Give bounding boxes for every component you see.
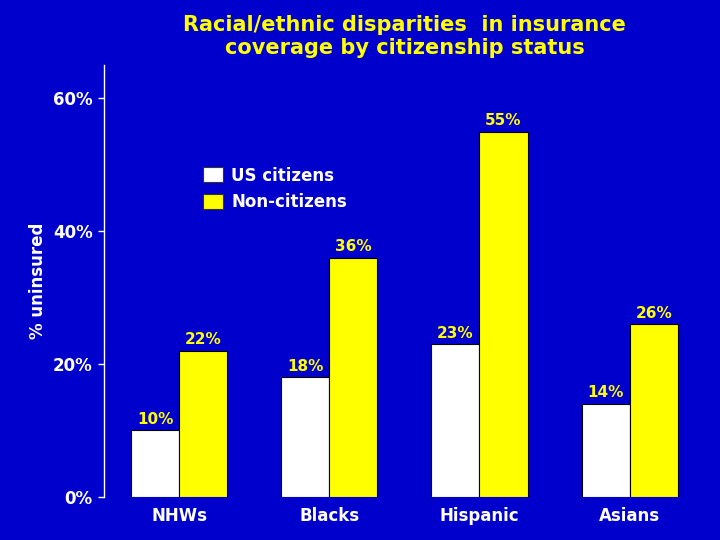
Bar bbox=[582, 404, 629, 497]
Text: 26%: 26% bbox=[635, 306, 672, 321]
Text: 18%: 18% bbox=[287, 359, 323, 374]
Text: 23%: 23% bbox=[437, 326, 474, 341]
Bar bbox=[629, 324, 678, 497]
Bar bbox=[431, 344, 480, 497]
Bar bbox=[282, 377, 329, 497]
Bar bbox=[329, 258, 377, 497]
Bar bbox=[480, 132, 528, 497]
Y-axis label: % uninsured: % uninsured bbox=[30, 223, 48, 339]
Text: 10%: 10% bbox=[137, 412, 174, 427]
Text: 22%: 22% bbox=[185, 332, 222, 347]
Bar bbox=[131, 430, 179, 497]
Bar bbox=[179, 350, 228, 497]
Title: Racial/ethnic disparities  in insurance
coverage by citizenship status: Racial/ethnic disparities in insurance c… bbox=[183, 15, 626, 58]
Legend: US citizens, Non-citizens: US citizens, Non-citizens bbox=[197, 160, 354, 218]
Text: 14%: 14% bbox=[588, 386, 624, 400]
Text: 55%: 55% bbox=[485, 113, 522, 129]
Text: 36%: 36% bbox=[335, 239, 372, 254]
